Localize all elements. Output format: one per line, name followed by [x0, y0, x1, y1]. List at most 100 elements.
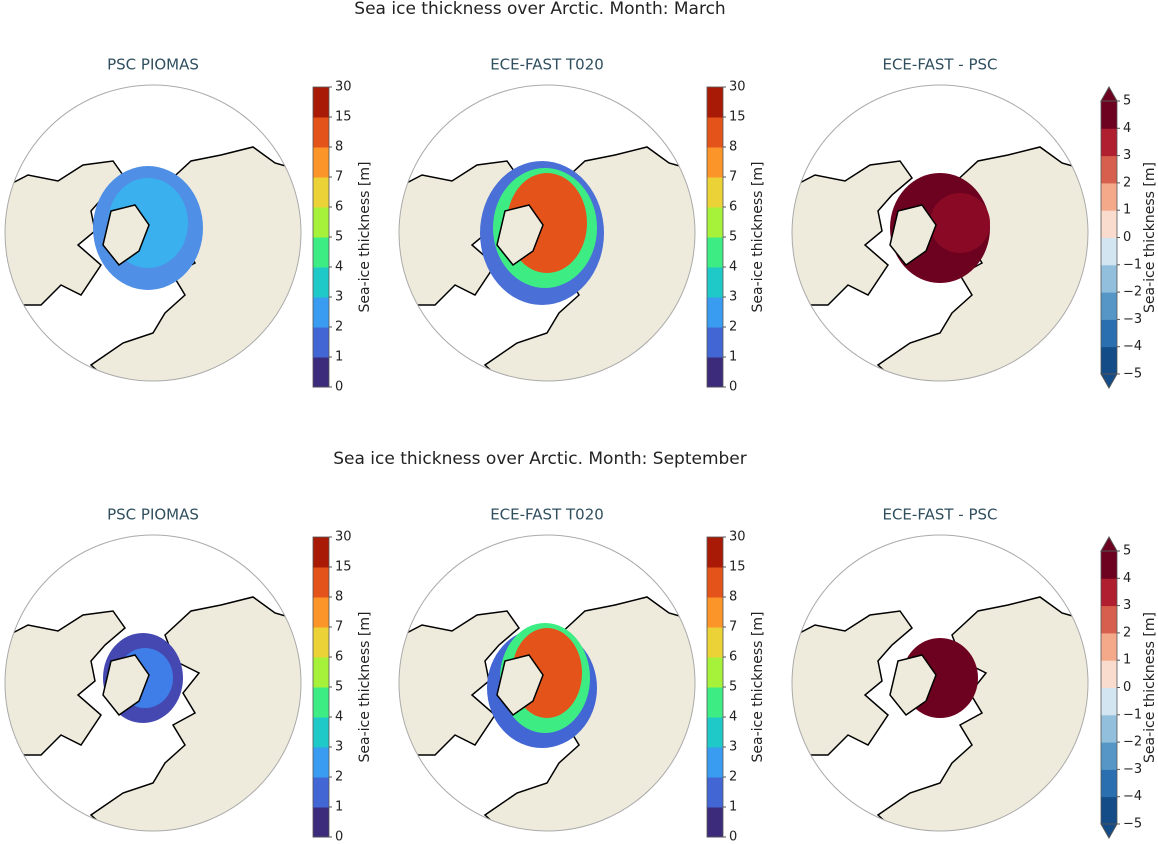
- colorbar-segment: [313, 687, 329, 718]
- colorbar-segment: [313, 747, 329, 778]
- colorbar-tick-label: 3: [1123, 598, 1131, 613]
- colorbar-segment: [1101, 155, 1117, 184]
- map-boundary: [398, 84, 696, 382]
- colorbar-tick-label: 0: [729, 380, 737, 395]
- colorbar-tick-label: 7: [729, 620, 737, 635]
- colorbar-tick-label: −4: [1123, 789, 1142, 804]
- land: [496, 654, 544, 717]
- colorbar-segment: [313, 327, 329, 358]
- colorbar-tick-label: 4: [335, 260, 343, 275]
- colorbar-tick-label: 0: [335, 380, 343, 395]
- colorbar-tick-label: 1: [729, 350, 737, 365]
- colorbar-segment: [1101, 578, 1117, 607]
- map-boundary: [791, 534, 1089, 832]
- colorbar-segment: [707, 567, 723, 598]
- colorbar-segment: [1101, 346, 1117, 375]
- map: [791, 84, 1089, 382]
- colorbar-segment: [313, 537, 329, 568]
- colorbar-segment: [707, 687, 723, 718]
- colorbar-segment: [707, 717, 723, 748]
- land: [496, 204, 544, 267]
- colorbar-segment: [707, 747, 723, 778]
- map-boundary: [398, 534, 696, 832]
- colorbar-segment: [313, 117, 329, 148]
- colorbar-tick-label: 3: [335, 290, 343, 305]
- colorbar-segment: [1101, 551, 1117, 579]
- colorbar-segment: [313, 717, 329, 748]
- colorbar-segment: [313, 207, 329, 238]
- colorbar-segment: [313, 357, 329, 388]
- map: [4, 534, 302, 832]
- colorbar-segment: [313, 567, 329, 598]
- colorbar-tick-label: 1: [1123, 203, 1131, 218]
- map: [4, 84, 302, 382]
- colorbar-tick-label: 2: [335, 770, 343, 785]
- colorbar-segment: [1101, 101, 1117, 129]
- colorbar-segment: [1101, 182, 1117, 211]
- colorbar-tick-label: 2: [335, 320, 343, 335]
- colorbar-tick-label: 1: [335, 800, 343, 815]
- figure-title: Sea ice thickness over Arctic. Month: Se…: [333, 449, 747, 469]
- land: [5, 610, 127, 756]
- colorbar-tick-label: 2: [729, 320, 737, 335]
- colorbar-tick-label: −3: [1123, 762, 1142, 777]
- map: [791, 534, 1089, 832]
- colorbar-segment: [1101, 796, 1117, 825]
- colorbar-tick-label: 5: [729, 230, 737, 245]
- colorbar-segment: [1101, 769, 1117, 798]
- map-boundary: [4, 84, 302, 382]
- colorbar-tick-label: −1: [1123, 257, 1142, 272]
- colorbar-segment: [707, 537, 723, 568]
- colorbar-segment: [313, 597, 329, 628]
- colorbar-segment: [707, 87, 723, 118]
- colorbar-segment: [1101, 632, 1117, 661]
- colorbar-segment: [707, 237, 723, 268]
- colorbar-segment: [313, 297, 329, 328]
- sea-ice: [930, 193, 990, 253]
- colorbar-segment: [707, 147, 723, 178]
- colorbar-tick-label: 15: [335, 560, 352, 575]
- land: [102, 654, 150, 717]
- colorbar-tick-label: 1: [1123, 653, 1131, 668]
- colorbar-label: Sea-ice thickness [m]: [1142, 162, 1158, 313]
- colorbar-label: Sea-ice thickness [m]: [357, 162, 373, 313]
- colorbar-segment: [707, 327, 723, 358]
- colorbar-tick-label: 3: [335, 740, 343, 755]
- colorbar-tick-label: 0: [1123, 680, 1131, 695]
- colorbar-tick-label: 6: [335, 650, 343, 665]
- colorbar-segment: [707, 597, 723, 628]
- colorbar-extend: [1100, 85, 1118, 102]
- colorbar-segment: [1101, 742, 1117, 770]
- colorbar-tick-label: 0: [729, 830, 737, 844]
- colorbar-segment: [707, 627, 723, 658]
- colorbar-extend: [1100, 373, 1118, 390]
- colorbar-tick-label: 7: [729, 170, 737, 185]
- colorbar-tick-label: 4: [729, 710, 737, 725]
- colorbar-segment: [313, 627, 329, 658]
- colorbar-segment: [1101, 687, 1117, 716]
- colorbar-segment: [707, 297, 723, 328]
- colorbar-segment: [313, 267, 329, 298]
- colorbar-tick-label: 0: [1123, 230, 1131, 245]
- colorbar-label: Sea-ice thickness [m]: [1142, 612, 1158, 763]
- colorbar-segment: [1101, 292, 1117, 320]
- map-boundary: [791, 84, 1089, 382]
- colorbar-segment: [1101, 128, 1117, 157]
- colorbar-tick-label: 4: [335, 710, 343, 725]
- colorbar-tick-label: 2: [1123, 175, 1131, 190]
- colorbar-tick-label: 15: [335, 110, 352, 125]
- land: [89, 596, 301, 831]
- panel-title: PSC PIOMAS: [107, 56, 199, 74]
- colorbar-tick-label: 3: [729, 740, 737, 755]
- colorbar-tick-label: 6: [335, 200, 343, 215]
- colorbar-tick-label: 8: [729, 590, 737, 605]
- colorbar-segment: [313, 807, 329, 838]
- land: [399, 610, 521, 756]
- colorbar-label: Sea-ice thickness [m]: [750, 612, 766, 763]
- colorbar-tick-label: 5: [335, 230, 343, 245]
- map: [398, 534, 696, 832]
- colorbar-segment: [707, 267, 723, 298]
- colorbar-segment: [707, 777, 723, 808]
- colorbar-tick-label: 30: [335, 80, 352, 95]
